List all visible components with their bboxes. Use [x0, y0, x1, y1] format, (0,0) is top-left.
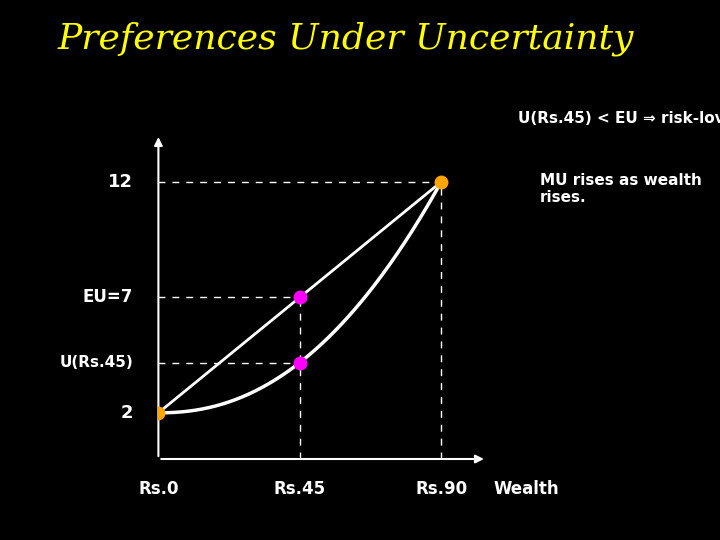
Text: 2: 2	[121, 404, 133, 422]
Text: Rs.45: Rs.45	[274, 480, 326, 498]
Text: U(Rs.45) < EU ⇒ risk-loving.: U(Rs.45) < EU ⇒ risk-loving.	[518, 111, 720, 126]
Text: EU=7: EU=7	[83, 288, 133, 306]
Text: Rs.90: Rs.90	[415, 480, 467, 498]
Text: 12: 12	[108, 173, 133, 191]
Text: U(Rs.45): U(Rs.45)	[60, 355, 133, 370]
Text: Preferences Under Uncertainty: Preferences Under Uncertainty	[58, 22, 634, 56]
Text: MU rises as wealth
rises.: MU rises as wealth rises.	[540, 173, 702, 205]
Text: Rs.0: Rs.0	[138, 480, 179, 498]
Text: Wealth: Wealth	[493, 480, 559, 498]
